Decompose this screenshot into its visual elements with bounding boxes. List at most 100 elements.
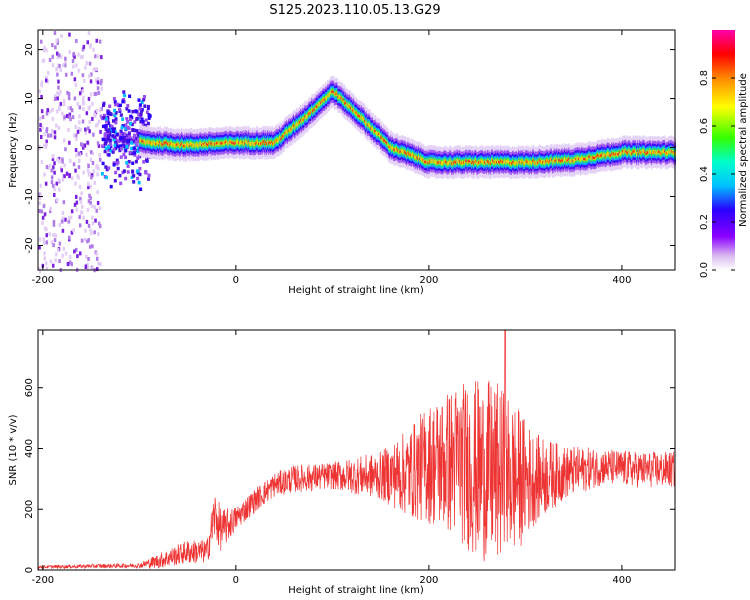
turbulent-cell <box>120 136 124 140</box>
ridge-cell <box>222 141 225 146</box>
noise-cell <box>54 45 57 50</box>
ridge-cell <box>598 153 601 158</box>
turbulent-cell <box>122 169 126 173</box>
noise-cell <box>82 107 85 111</box>
ridge-peak <box>596 155 598 158</box>
turbulent-cell <box>114 140 118 145</box>
noise-cell <box>39 123 42 127</box>
ridge-cell <box>333 92 336 96</box>
ridge-cell <box>619 152 622 157</box>
noise-cell <box>80 204 84 209</box>
ridge-cell <box>506 159 509 164</box>
turbulent-cell <box>134 109 138 113</box>
noise-cell <box>94 123 98 128</box>
noise-cell <box>61 177 65 182</box>
turbulent-cell <box>112 147 116 152</box>
ridge-cell <box>572 158 575 163</box>
noise-cell <box>91 161 95 165</box>
ridge-cell <box>287 130 289 135</box>
noise-cell <box>64 63 67 68</box>
noise-cell <box>81 89 85 94</box>
ridge-cell <box>145 141 147 145</box>
ridge-cell <box>531 161 533 165</box>
ridge-peak <box>584 157 586 161</box>
noise-cell <box>53 94 57 99</box>
colorbar-tick-label: 0.6 <box>699 118 710 134</box>
noise-cell <box>57 85 60 90</box>
noise-cell <box>42 204 46 209</box>
noise-cell <box>38 209 41 213</box>
ridge-peak <box>472 160 474 163</box>
ridge-peak <box>555 159 557 162</box>
ridge-cell <box>528 161 531 166</box>
turbulent-cell <box>136 149 140 154</box>
ridge-cell <box>624 149 626 154</box>
ridge-peak <box>313 108 316 111</box>
turbulent-cell <box>107 145 110 149</box>
ridge-cell <box>628 149 630 153</box>
noise-cell <box>76 129 80 134</box>
noise-cell <box>67 128 70 132</box>
noise-cell <box>86 262 89 267</box>
ridge-peak <box>321 100 324 103</box>
ridge-cell <box>641 150 643 155</box>
turbulent-cell <box>104 127 108 132</box>
turbulent-cell <box>113 179 117 183</box>
ridge-cell <box>227 141 230 146</box>
noise-cell <box>58 259 61 264</box>
turbulent-cell <box>115 162 119 166</box>
noise-cell <box>79 91 82 96</box>
ridge-peak <box>492 159 494 162</box>
noise-cell <box>70 262 73 267</box>
noise-cell <box>56 96 59 101</box>
ridge-cell <box>551 160 554 165</box>
turbulent-cell <box>104 146 108 150</box>
ridge-peak <box>460 161 463 164</box>
noise-cell <box>51 116 55 121</box>
noise-cell <box>65 72 68 77</box>
ridge-peak <box>627 150 630 154</box>
ridge-cell <box>440 160 443 165</box>
ridge-peak <box>469 159 471 163</box>
noise-cell <box>98 39 102 44</box>
noise-cell <box>91 244 94 249</box>
noise-cell <box>53 161 56 166</box>
noise-cell <box>67 92 71 97</box>
noise-cell <box>40 39 43 44</box>
turbulent-cell <box>134 140 138 144</box>
noise-cell <box>41 215 45 220</box>
ridge-cell <box>365 121 367 126</box>
noise-cell <box>59 165 63 170</box>
ridge-peak <box>439 161 442 164</box>
ridge-cell <box>466 161 469 165</box>
ridge-cell <box>556 157 558 162</box>
ridge-cell <box>148 140 151 145</box>
turbulent-cell <box>116 166 120 171</box>
ridge-cell <box>214 142 217 147</box>
ridge-cell <box>671 150 674 155</box>
ridge-cell <box>563 158 565 163</box>
noise-cell <box>85 152 88 157</box>
noise-cell <box>82 96 85 100</box>
turbulent-cell <box>107 153 111 157</box>
noise-cell <box>68 32 71 37</box>
noise-cell <box>50 168 53 173</box>
ridge-peak <box>571 159 574 163</box>
ridge-peak <box>320 101 322 104</box>
turbulent-cell <box>108 139 112 143</box>
ridge-cell <box>524 161 526 165</box>
ridge-cell <box>245 139 247 144</box>
ridge-peak <box>554 159 557 163</box>
turbulent-cell <box>104 137 108 142</box>
noise-cell <box>83 143 87 148</box>
ridge-peak <box>204 142 207 145</box>
ridge-cell <box>505 160 507 165</box>
turbulent-cell <box>132 180 136 184</box>
turbulent-cell <box>131 169 135 173</box>
turbulent-cell <box>139 187 143 191</box>
noise-cell <box>87 96 91 101</box>
ridge-cell <box>661 150 663 155</box>
turbulent-cell <box>140 117 144 121</box>
ridge-cell <box>146 140 148 144</box>
ridge-cell <box>605 153 608 158</box>
